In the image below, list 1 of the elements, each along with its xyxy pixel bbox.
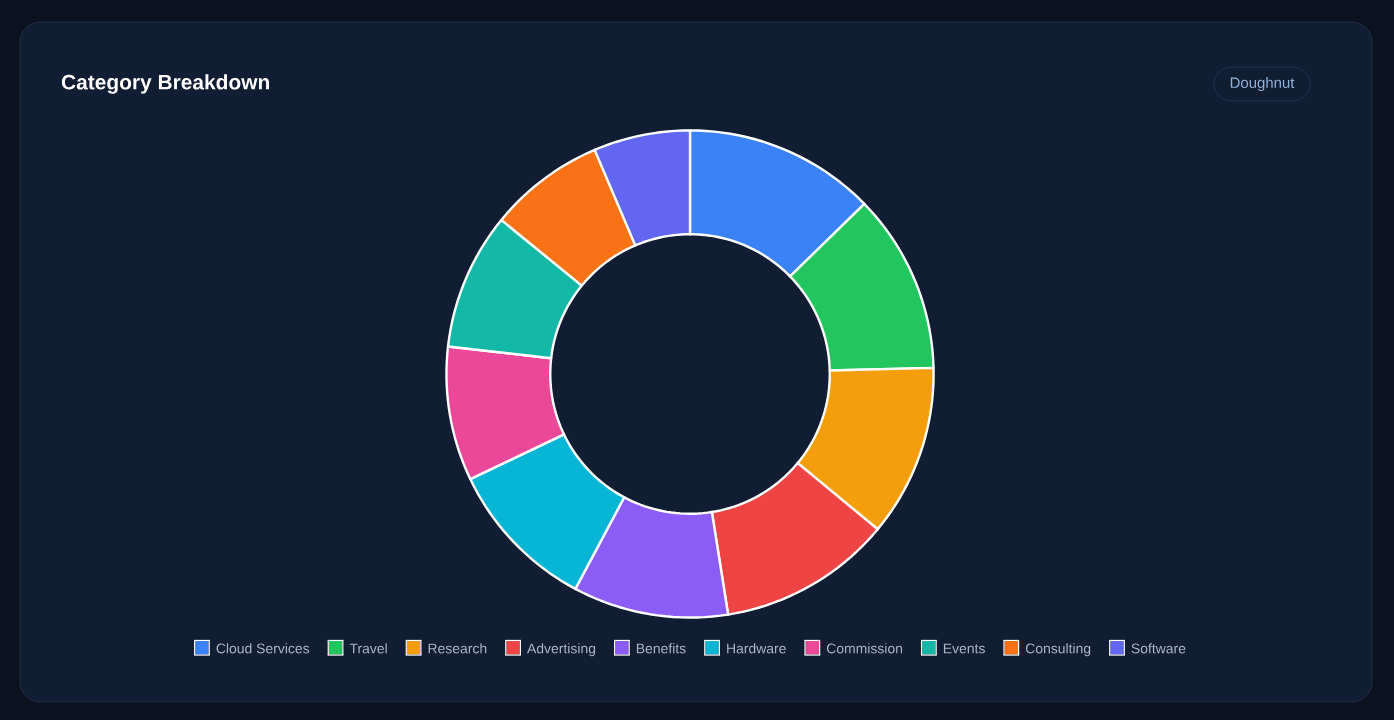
chart-title: Category Breakdown bbox=[61, 74, 269, 94]
